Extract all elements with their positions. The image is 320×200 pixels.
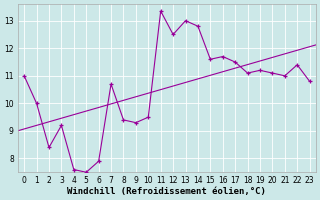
X-axis label: Windchill (Refroidissement éolien,°C): Windchill (Refroidissement éolien,°C) [68,187,266,196]
